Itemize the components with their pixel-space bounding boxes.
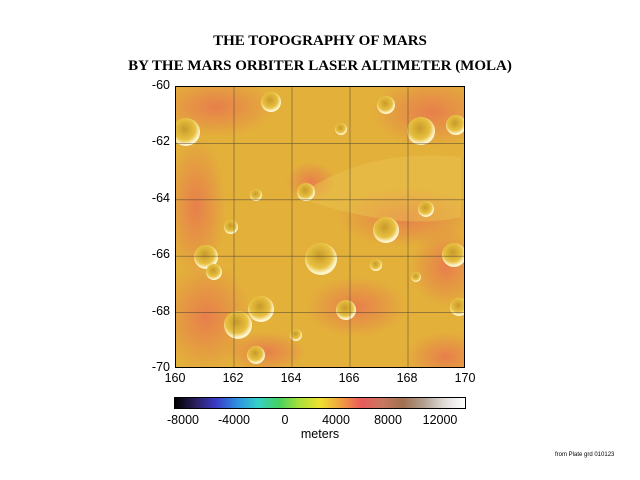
highland bbox=[226, 332, 306, 367]
colorbar-label: 4000 bbox=[322, 413, 350, 427]
crater bbox=[224, 220, 238, 234]
crater bbox=[224, 311, 252, 339]
lat-tick-label: -62 bbox=[151, 134, 170, 148]
crater bbox=[250, 189, 262, 201]
crater bbox=[377, 96, 395, 114]
topography-map bbox=[175, 86, 465, 368]
crater bbox=[450, 298, 464, 316]
lat-tick-label: -66 bbox=[151, 247, 170, 261]
crater bbox=[247, 346, 265, 364]
lon-tick-label: 160 bbox=[164, 371, 186, 385]
source-credit: from Plate grd 010123 bbox=[555, 452, 615, 458]
lon-tick-label: 166 bbox=[338, 371, 360, 385]
colorbar-label: -8000 bbox=[167, 413, 199, 427]
lat-tick-label: -68 bbox=[151, 304, 170, 318]
colorbar-label: 0 bbox=[281, 413, 289, 427]
crater bbox=[261, 92, 281, 112]
map-title-line1: THE TOPOGRAPHY OF MARS bbox=[213, 33, 427, 49]
crater bbox=[373, 217, 399, 243]
elevation-colorbar bbox=[174, 397, 466, 409]
lon-tick-label: 168 bbox=[396, 371, 418, 385]
crater bbox=[442, 243, 464, 267]
crater bbox=[297, 183, 315, 201]
lat-tick-label: -70 bbox=[151, 360, 170, 374]
crater bbox=[305, 243, 337, 275]
lat-tick-label: -60 bbox=[151, 78, 170, 92]
crater bbox=[176, 118, 200, 146]
crater bbox=[194, 245, 218, 269]
crater-group bbox=[176, 92, 464, 364]
highland bbox=[176, 87, 276, 137]
lat-tick-label: -64 bbox=[151, 191, 170, 205]
lon-tick-label: 162 bbox=[222, 371, 244, 385]
crater bbox=[290, 329, 302, 341]
map-title-line2: BY THE MARS ORBITER LASER ALTIMETER (MOL… bbox=[128, 58, 512, 74]
crater bbox=[418, 201, 434, 217]
crater bbox=[411, 272, 421, 282]
highland bbox=[176, 262, 251, 367]
crater bbox=[407, 117, 435, 145]
colorbar-label: 8000 bbox=[374, 413, 402, 427]
highland bbox=[306, 277, 406, 337]
crater bbox=[335, 123, 347, 135]
highland bbox=[406, 332, 464, 367]
crater bbox=[336, 300, 356, 320]
map-svg bbox=[176, 87, 464, 367]
lon-tick-label: 164 bbox=[280, 371, 302, 385]
crater bbox=[370, 259, 382, 271]
colorbar-unit: meters bbox=[300, 427, 340, 441]
map-graticule bbox=[176, 87, 464, 367]
colorbar-label: -4000 bbox=[218, 413, 250, 427]
lon-tick-label: 170 bbox=[454, 371, 476, 385]
highland bbox=[176, 137, 226, 277]
crater bbox=[248, 296, 274, 322]
colorbar-label: 12000 bbox=[422, 413, 458, 427]
crater bbox=[206, 264, 222, 280]
crater bbox=[446, 115, 464, 135]
